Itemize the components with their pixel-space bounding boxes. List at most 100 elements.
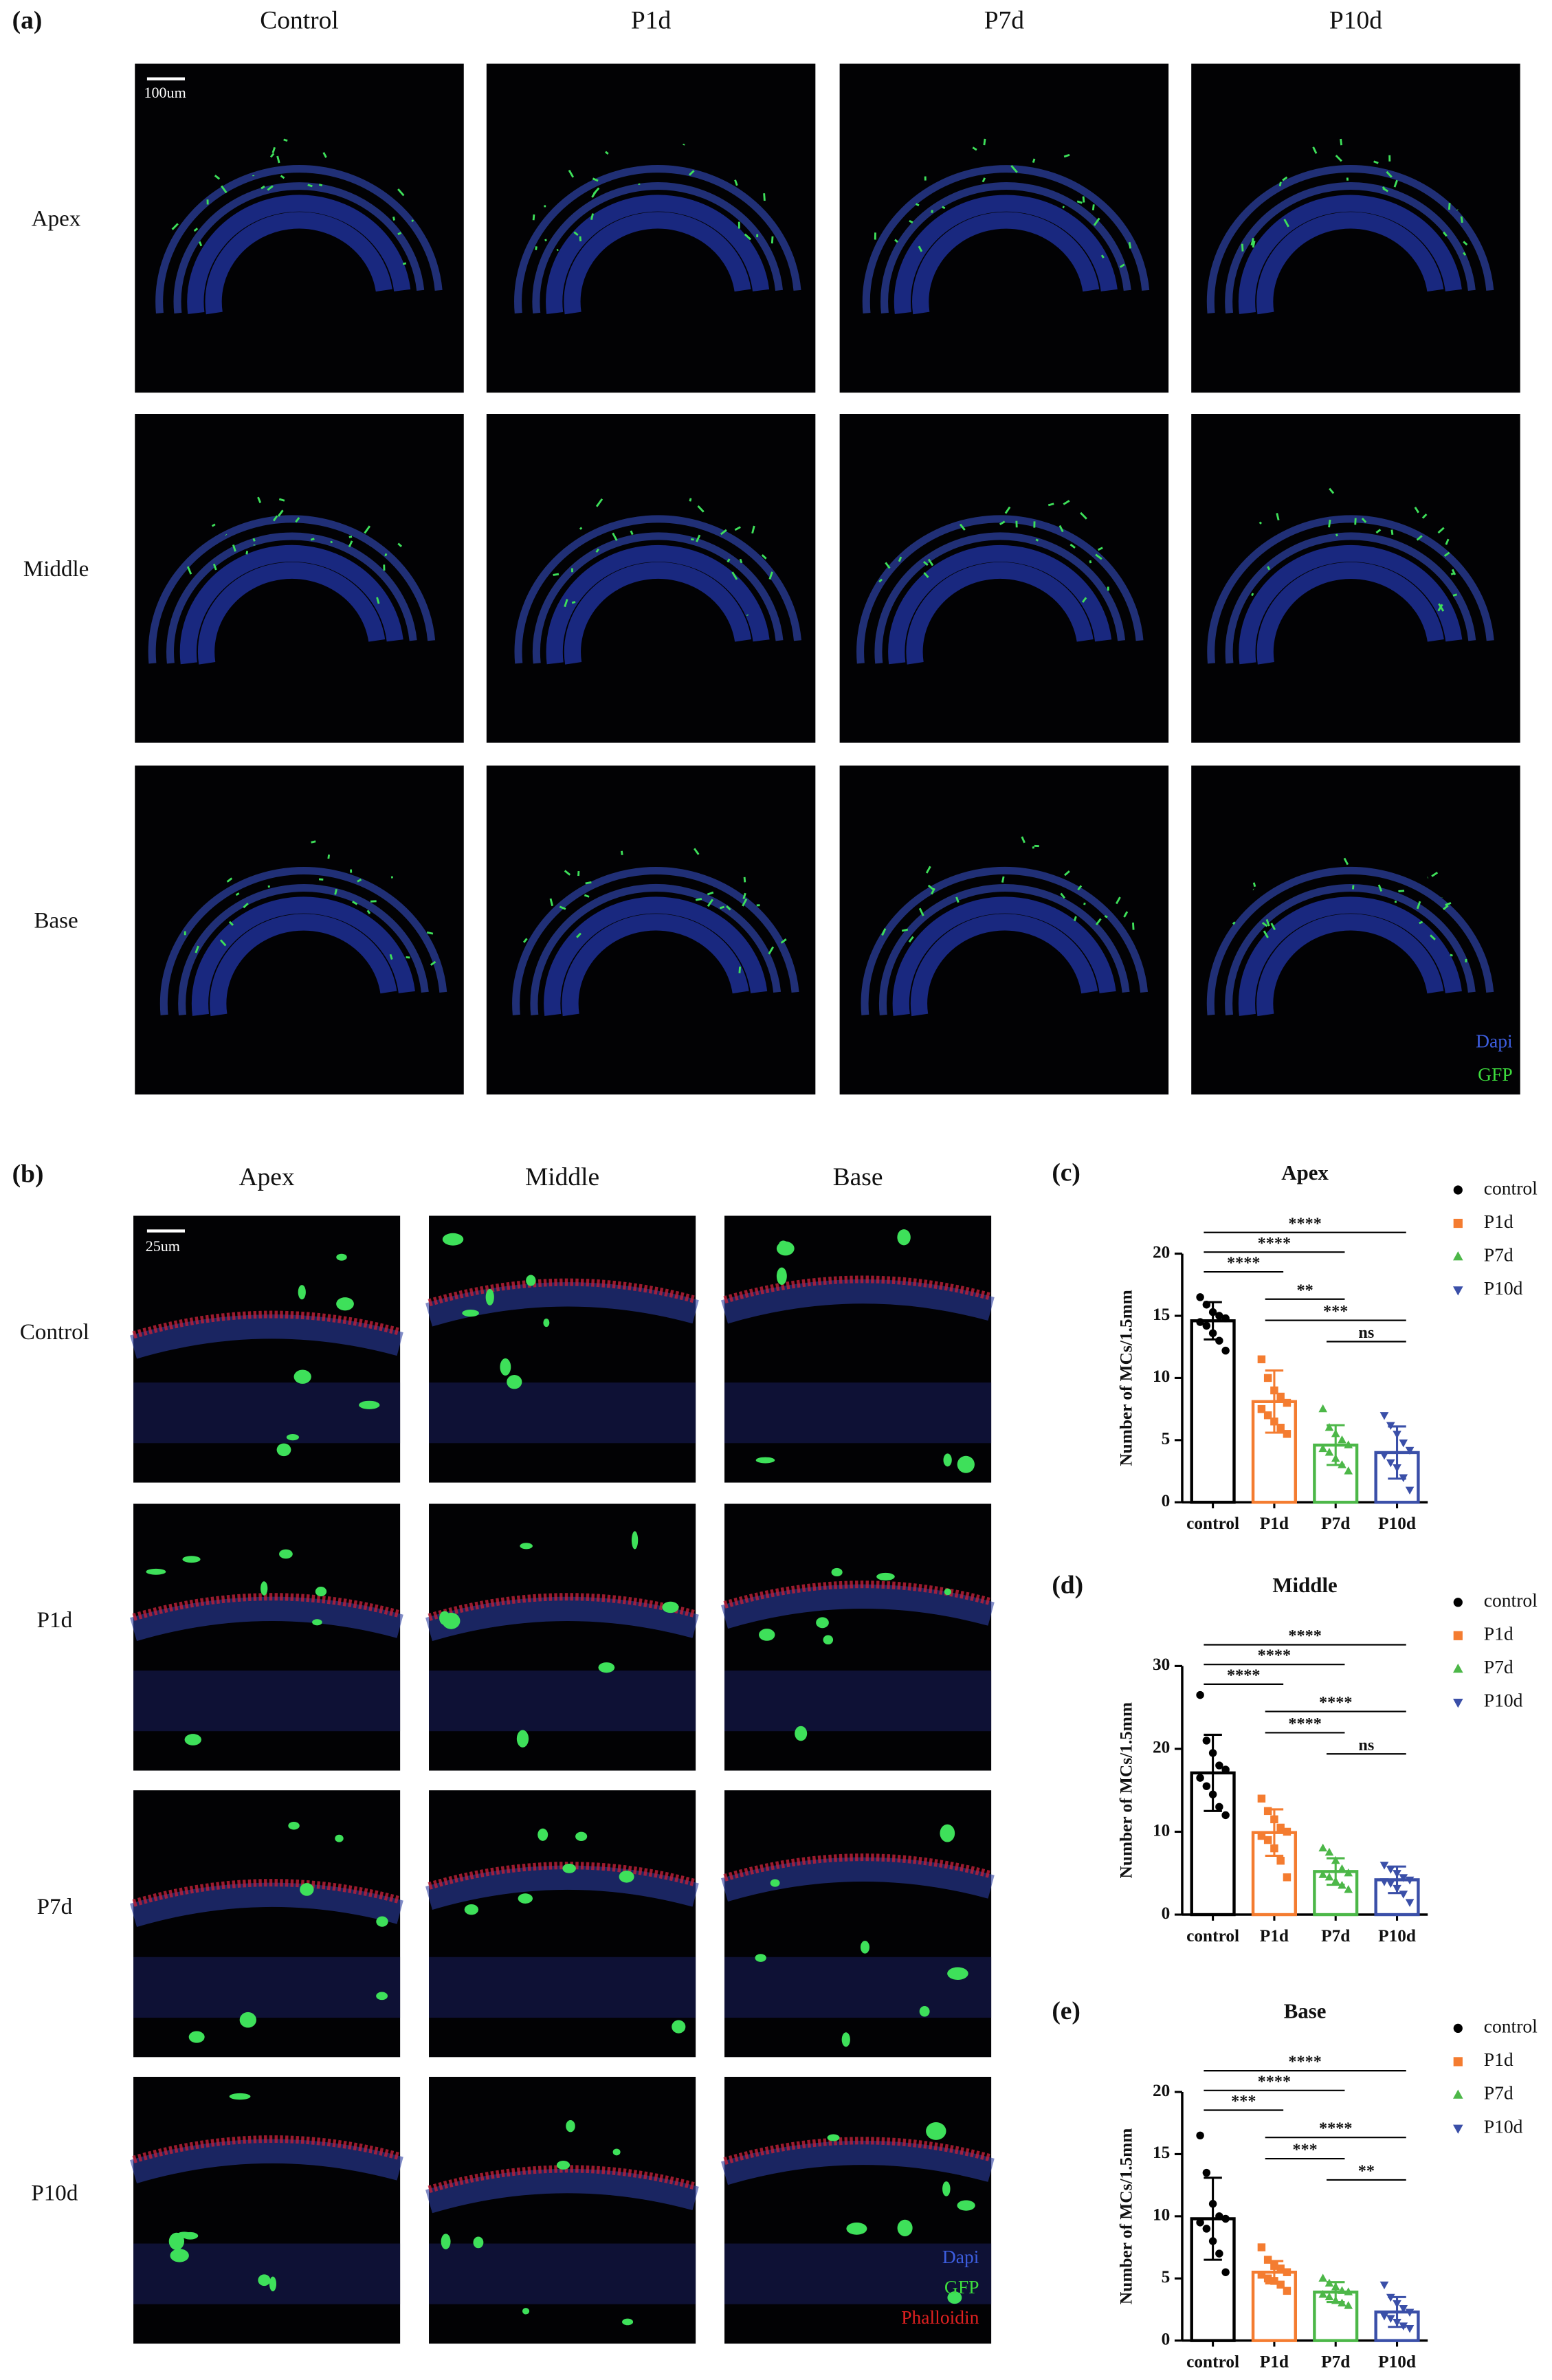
point	[1202, 1321, 1211, 1330]
tissue	[425, 1282, 699, 1327]
tissue	[1256, 914, 1444, 1017]
scale-bar-label: 100um	[144, 84, 186, 101]
significance-label: ***	[1231, 2092, 1256, 2111]
cell	[376, 1916, 388, 1927]
tissue	[546, 195, 770, 314]
cell	[336, 1297, 354, 1311]
tissue	[1239, 544, 1463, 665]
cell	[239, 2012, 256, 2028]
tissue	[906, 562, 1094, 665]
cell	[744, 233, 752, 241]
cell	[1419, 921, 1423, 925]
cell	[1115, 896, 1121, 905]
cell	[944, 1588, 952, 1596]
cell	[1463, 252, 1467, 256]
cell	[816, 1617, 829, 1629]
point	[1318, 2273, 1328, 2282]
cell	[592, 177, 599, 182]
cell	[318, 184, 323, 187]
tissue	[1256, 562, 1444, 665]
tissue	[532, 532, 784, 664]
y-axis-label: Number of MCs/1.5mm	[1116, 1702, 1135, 1878]
micrograph	[133, 1503, 401, 1771]
chart-title: Apex	[1281, 1160, 1329, 1185]
cell	[352, 901, 358, 905]
cell	[357, 878, 362, 883]
cell	[823, 1635, 834, 1645]
significance-label: ****	[1288, 1627, 1322, 1645]
point	[1263, 1411, 1272, 1420]
cell	[972, 146, 977, 151]
cell	[1443, 551, 1450, 558]
point	[1257, 1831, 1266, 1840]
point	[1215, 1803, 1223, 1811]
cell	[228, 921, 234, 926]
chart-title: Base	[1284, 1998, 1327, 2023]
y-tick-label: 20	[1153, 1738, 1170, 1757]
cell	[1463, 241, 1468, 246]
point	[1324, 1847, 1334, 1856]
legend-label: P1d	[1484, 2049, 1514, 2070]
cell	[182, 2232, 199, 2240]
x-tick-label: control	[1186, 2353, 1239, 2372]
cell	[576, 932, 581, 938]
legend-label: Phalloidin	[901, 2306, 979, 2328]
cell	[1082, 196, 1085, 203]
cell	[1340, 138, 1343, 146]
significance-label: ***	[1292, 2141, 1317, 2159]
cell	[1120, 263, 1125, 268]
panel-label: (a)	[12, 7, 43, 35]
significance-label: ****	[1258, 1234, 1292, 1253]
cell	[1361, 518, 1367, 523]
cell	[566, 2119, 575, 2133]
cell	[293, 1369, 311, 1384]
y-tick-label: 15	[1153, 1305, 1170, 1324]
cell	[384, 553, 388, 557]
point	[1263, 2256, 1272, 2264]
cell	[1386, 170, 1393, 178]
cell	[226, 877, 233, 883]
tissue	[159, 866, 447, 1015]
tissue	[173, 182, 425, 314]
tissue	[1207, 515, 1494, 664]
cell	[776, 1267, 787, 1285]
error-bar	[1204, 2177, 1222, 2261]
cell	[1252, 882, 1256, 888]
y-axis-label: Number of MCs/1.5mm	[1116, 2128, 1135, 2304]
cell	[562, 1863, 576, 1873]
tissue	[512, 866, 799, 1015]
cell	[579, 236, 582, 242]
cell	[1021, 836, 1026, 844]
cell	[199, 241, 203, 247]
significance-label: ns	[1358, 1323, 1374, 1342]
legend-marker	[1453, 2023, 1463, 2034]
cell	[894, 239, 898, 243]
panel-label: (e)	[1052, 1997, 1080, 2025]
cell	[283, 138, 288, 142]
cell	[406, 956, 410, 959]
point	[1202, 2225, 1211, 2233]
tissue	[133, 1382, 401, 1444]
y-tick-label: 5	[1162, 1429, 1171, 1448]
cell	[1375, 529, 1382, 534]
cell	[957, 2200, 975, 2211]
significance-label: ****	[1258, 1646, 1292, 1665]
tissue	[721, 1279, 995, 1324]
micrograph	[429, 2076, 696, 2344]
tissue	[888, 544, 1112, 665]
cell	[1100, 254, 1105, 258]
legend-marker	[1453, 1218, 1463, 1228]
cell	[439, 1611, 450, 1625]
tissue	[1225, 883, 1476, 1015]
cell	[269, 153, 275, 158]
tissue	[166, 532, 417, 664]
phalloidin	[132, 1310, 401, 1339]
point	[1276, 2280, 1285, 2289]
point	[1221, 1811, 1230, 1820]
point	[1208, 1308, 1217, 1316]
cell	[1010, 165, 1018, 173]
cell	[622, 2318, 634, 2326]
cell	[927, 884, 935, 892]
point	[1318, 1870, 1328, 1878]
